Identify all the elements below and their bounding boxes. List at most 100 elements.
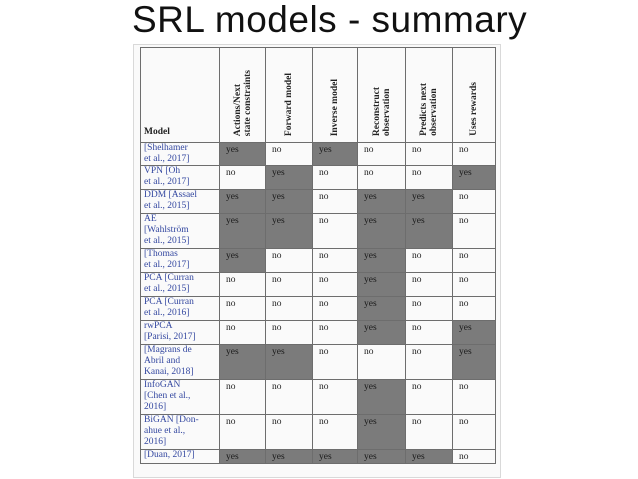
value-cell: no [265,272,313,297]
value-cell: no [312,213,358,249]
value-cell: yes [452,320,496,345]
model-line: et al., 2015] [144,201,190,211]
value-cell: no [405,379,453,415]
value-cell: yes [219,189,266,214]
value-cell: no [265,379,313,415]
value-cell: no [312,296,358,321]
table-row: [Duan, 2017] yes yes yes yes yes no [140,449,496,464]
column-header: Uses rewards [452,47,496,143]
value-cell: no [219,320,266,345]
model-line: [Thomas [144,249,178,260]
value-cell: no [452,189,496,214]
model-cell: [Duan, 2017] [140,449,220,464]
model-line: ahue et al., [144,426,186,436]
model-line: AE [144,214,157,225]
value-cell: no [265,320,313,345]
value-cell: yes [357,248,406,273]
model-line: [Chen et al., [144,391,191,401]
value-cell: no [265,248,313,273]
model-line: [Shelhamer [144,143,188,154]
table-row: InfoGAN [Chen et al., 2016] no no no yes no no [140,379,496,415]
value-cell: no [405,320,453,345]
model-line: PCA [Curran [144,297,194,308]
column-header-line: Predicts next [419,83,429,136]
value-cell: yes [357,414,406,450]
table-row: VPN [Oh et al., 2017] no yes no no no yes [140,165,496,190]
value-cell: no [312,320,358,345]
table-row: AE [Wahlström et al., 2015] yes yes no yes yes n… [140,213,496,249]
table-header-row: Model Actions/Next state constraints Forwa… [140,47,496,143]
model-cell: PCA [Curran et al., 2016] [140,296,220,321]
column-header: Reconstruct observation [357,47,406,143]
value-cell: no [265,142,313,166]
value-cell: no [405,165,453,190]
value-cell: yes [219,213,266,249]
value-cell: no [357,165,406,190]
value-cell: no [452,142,496,166]
column-header-line: Uses rewards [469,82,479,136]
model-line: VPN [Oh [144,166,181,177]
model-line: InfoGAN [144,380,181,391]
model-line: 2016] [144,437,167,447]
column-header: Forward model [265,47,313,143]
model-line: Kanai, 2018] [144,367,194,377]
value-cell: yes [312,449,358,464]
value-cell: no [219,414,266,450]
table-row: [Shelhamer et al., 2017] yes no yes no no no [140,142,496,166]
value-cell: yes [219,449,266,464]
column-header: Predicts next observation [405,47,453,143]
table-row: PCA [Curran et al., 2015] no no no yes no no [140,272,496,297]
model-line: et al., 2016] [144,308,190,318]
value-cell: yes [265,189,313,214]
column-header-line: Forward model [284,72,294,136]
value-cell: no [452,272,496,297]
model-cell: AE [Wahlström et al., 2015] [140,213,220,249]
model-cell: PCA [Curran et al., 2015] [140,272,220,297]
model-line: Abril and [144,356,181,366]
value-cell: no [405,344,453,380]
table-row: [Thomas et al., 2017] yes no no yes no no [140,248,496,273]
value-cell: yes [312,142,358,166]
value-cell: yes [265,344,313,380]
value-cell: yes [219,344,266,380]
value-cell: no [312,379,358,415]
srl-models-table: Model Actions/Next state constraints Forwa… [140,47,496,464]
value-cell: no [219,296,266,321]
value-cell: yes [265,165,313,190]
column-header: Actions/Next state constraints [219,47,266,143]
table-row: rwPCA [Parisi, 2017] no no no yes no yes [140,320,496,345]
model-line: et al., 2017] [144,177,190,187]
model-cell: [Shelhamer et al., 2017] [140,142,220,166]
column-header-model: Model [140,47,220,143]
value-cell: yes [265,213,313,249]
value-cell: no [219,379,266,415]
value-cell: no [357,142,406,166]
value-cell: no [452,248,496,273]
table-body: [Shelhamer et al., 2017] yes no yes no no no VPN… [140,142,496,464]
value-cell: yes [357,449,406,464]
model-line: [Wahlström [144,225,189,235]
value-cell: yes [219,248,266,273]
model-line: [Magrans de [144,345,192,356]
column-header-line: Inverse model [330,78,340,136]
model-cell: rwPCA [Parisi, 2017] [140,320,220,345]
value-cell: yes [357,379,406,415]
value-cell: no [452,449,496,464]
value-cell: no [405,414,453,450]
value-cell: no [452,379,496,415]
value-cell: no [312,344,358,380]
value-cell: no [312,165,358,190]
value-cell: yes [357,189,406,214]
value-cell: no [312,248,358,273]
slide-title: SRL models - summary [132,0,528,40]
table-row: DDM [Assael et al., 2015] yes yes no yes yes no [140,189,496,214]
value-cell: no [312,414,358,450]
value-cell: no [452,414,496,450]
model-cell: [Magrans de Abril and Kanai, 2018] [140,344,220,380]
model-cell: VPN [Oh et al., 2017] [140,165,220,190]
model-line: PCA [Curran [144,273,194,284]
value-cell: no [405,142,453,166]
column-header-line: state constraints [242,69,253,136]
value-cell: no [265,414,313,450]
value-cell: no [405,248,453,273]
